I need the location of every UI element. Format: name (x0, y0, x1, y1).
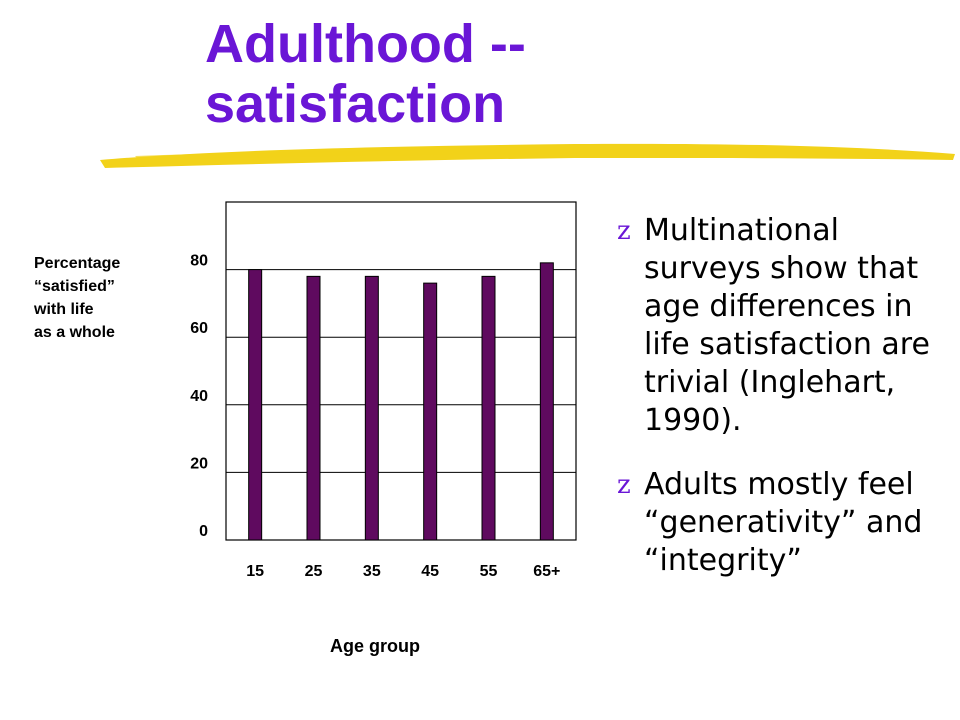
plot-frame (225, 201, 577, 541)
y-axis-label-line-3: with life (34, 301, 94, 318)
bullet-item: z Adults mostly feel “generativity” and … (617, 466, 957, 580)
x-tick-label: 55 (480, 563, 498, 580)
title-underline-brush (100, 143, 955, 168)
y-tick-label: 20 (190, 455, 208, 472)
bullet-item: z Multinational surveys show that age di… (617, 212, 957, 440)
x-tick-label: 15 (246, 563, 264, 580)
y-tick-label: 80 (190, 253, 208, 270)
bullet-marker: z (617, 216, 631, 246)
y-tick-label: 40 (190, 388, 208, 405)
y-tick-label: 60 (190, 320, 208, 337)
slide-title: Adulthood -- satisfaction (205, 14, 905, 134)
x-tick-label: 65+ (533, 563, 560, 580)
slide-title-line-2: satisfaction (205, 74, 506, 134)
bar (481, 275, 496, 541)
bar-chart: 0 20 40 60 80 15 25 35 45 55 65+ (190, 201, 577, 580)
bullet-text: Multinational surveys show that age diff… (644, 213, 930, 438)
bar (364, 275, 379, 541)
x-tick-label: 35 (363, 563, 381, 580)
x-tick-label: 45 (421, 563, 439, 580)
slide-title-line-1: Adulthood -- (205, 14, 526, 74)
bar (306, 275, 321, 541)
bullet-text: Adults mostly feel “generativity” and “i… (644, 467, 923, 578)
x-tick-label: 25 (305, 563, 323, 580)
y-tick-label: 0 (199, 523, 208, 540)
y-axis-label-line-2: “satisfied” (34, 278, 115, 295)
bullet-marker: z (617, 470, 631, 500)
x-axis-label: Age group (330, 636, 420, 656)
bullet-list: z Multinational surveys show that age di… (617, 212, 957, 606)
y-axis-label: Percentage “satisfied” with life as a wh… (34, 252, 184, 344)
bar (539, 262, 554, 541)
bar (248, 269, 263, 541)
y-axis-label-line-4: as a whole (34, 324, 115, 341)
y-axis-label-line-1: Percentage (34, 255, 121, 272)
bar (423, 282, 438, 541)
